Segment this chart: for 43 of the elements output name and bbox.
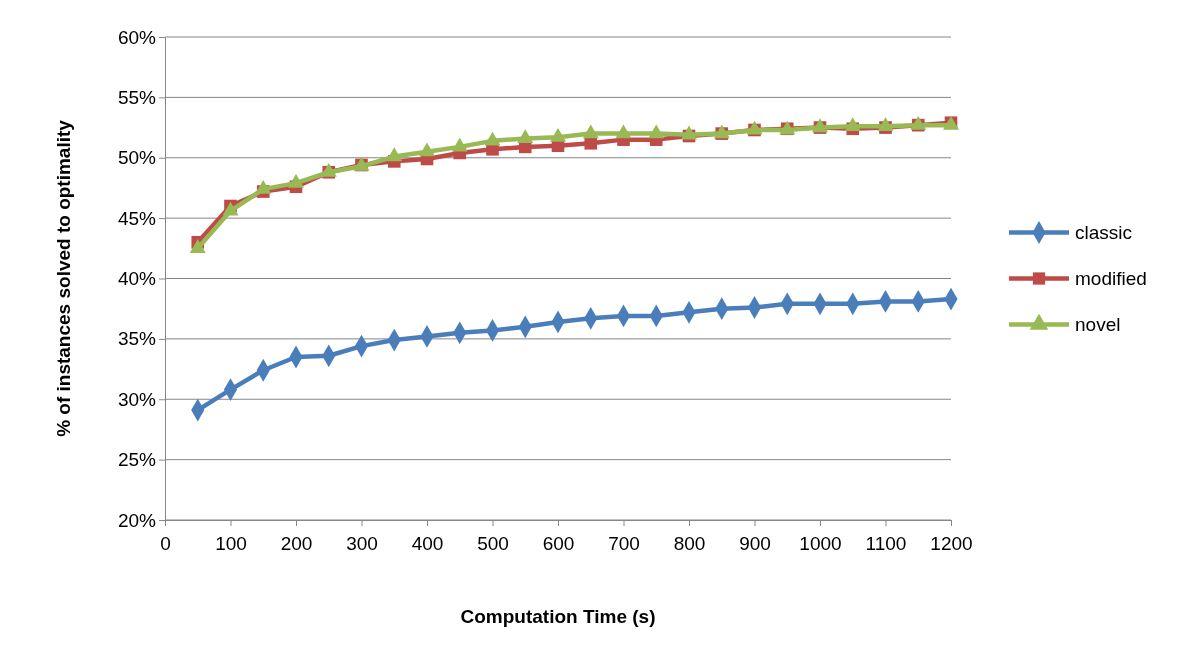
x-tick-label: 900 [739,532,771,554]
point [615,124,632,139]
point [584,136,598,150]
legend-label: modified [1075,268,1147,290]
y-tick-label: 35% [117,328,157,350]
point [255,179,272,194]
point [517,129,534,144]
point [681,125,697,140]
legend-label: novel [1075,314,1121,336]
y-tick-label: 50% [117,147,157,169]
point [844,117,861,131]
point [419,142,435,157]
point [550,128,566,142]
x-tick-label: 1100 [865,532,907,554]
y-tick-label: 55% [117,86,157,108]
x-tick-label: 700 [608,532,640,554]
point [189,239,206,253]
y-axis-title: % of instances solved to optimality [53,119,74,437]
point [451,137,468,152]
x-tick-label: 0 [160,532,171,554]
x-tick-label: 1000 [799,532,842,554]
x-tick-label: 200 [280,532,313,554]
point [877,117,894,131]
point [288,173,304,188]
y-tick-label: 25% [117,449,157,471]
y-tick-label: 20% [117,509,157,531]
point [484,131,501,146]
point [386,147,403,162]
x-axis-title: Computation Time (s) [460,606,656,627]
y-tick-label: 40% [117,268,157,290]
x-tick-label: 800 [673,532,706,554]
x-tick-label: 500 [477,532,509,554]
point [582,124,599,139]
y-tick-label: 60% [117,26,157,48]
x-tick-label: 400 [411,532,444,554]
point [648,124,665,139]
y-tick-label: 45% [117,207,157,229]
y-tick-label: 30% [117,388,157,410]
x-tick-label: 100 [215,532,247,554]
x-tick-label: 600 [542,532,575,554]
x-tick-label: 1200 [930,532,973,554]
x-tick-label: 300 [346,532,378,554]
legend-label: classic [1075,222,1133,244]
